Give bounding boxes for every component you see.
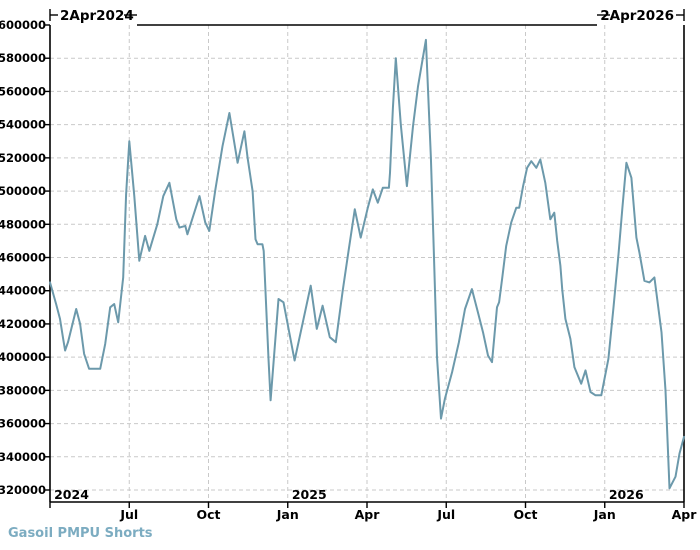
y-tick-label: 500000 (0, 184, 46, 198)
range-end-label: 2Apr2026 (600, 8, 674, 24)
x-tick-label: Jul (119, 507, 138, 522)
series-title: Gasoil PMPU Shorts (8, 526, 153, 541)
y-tick-label: 320000 (0, 483, 46, 497)
y-tick-label: 520000 (0, 151, 46, 165)
x-tick-label: Oct (196, 507, 220, 522)
y-tick-label: 380000 (0, 383, 46, 397)
y-tick-label: 360000 (0, 417, 46, 431)
x-tick-label: Jan (593, 507, 616, 522)
y-tick-label: 440000 (0, 284, 46, 298)
y-tick-label: 580000 (0, 51, 46, 65)
year-label: 2026 (609, 487, 644, 502)
range-start-label: 2Apr2024 (60, 8, 134, 24)
y-tick-label: 460000 (0, 251, 46, 265)
x-tick-label: Oct (513, 507, 537, 522)
x-tick-label: Jul (436, 507, 455, 522)
y-tick-label: 420000 (0, 317, 46, 331)
y-tick-label: 560000 (0, 84, 46, 98)
y-tick-label: 540000 (0, 118, 46, 132)
y-tick-label: 480000 (0, 217, 46, 231)
x-tick-label: Apr (672, 507, 698, 522)
y-tick-label: 340000 (0, 450, 46, 464)
y-tick-label: 400000 (0, 350, 46, 364)
year-label: 2025 (292, 487, 327, 502)
x-tick-label: Apr (355, 507, 381, 522)
series-line (49, 38, 685, 490)
x-tick-label: Jan (276, 507, 299, 522)
year-label: 2024 (54, 487, 89, 502)
y-tick-label: 600000 (0, 18, 46, 32)
